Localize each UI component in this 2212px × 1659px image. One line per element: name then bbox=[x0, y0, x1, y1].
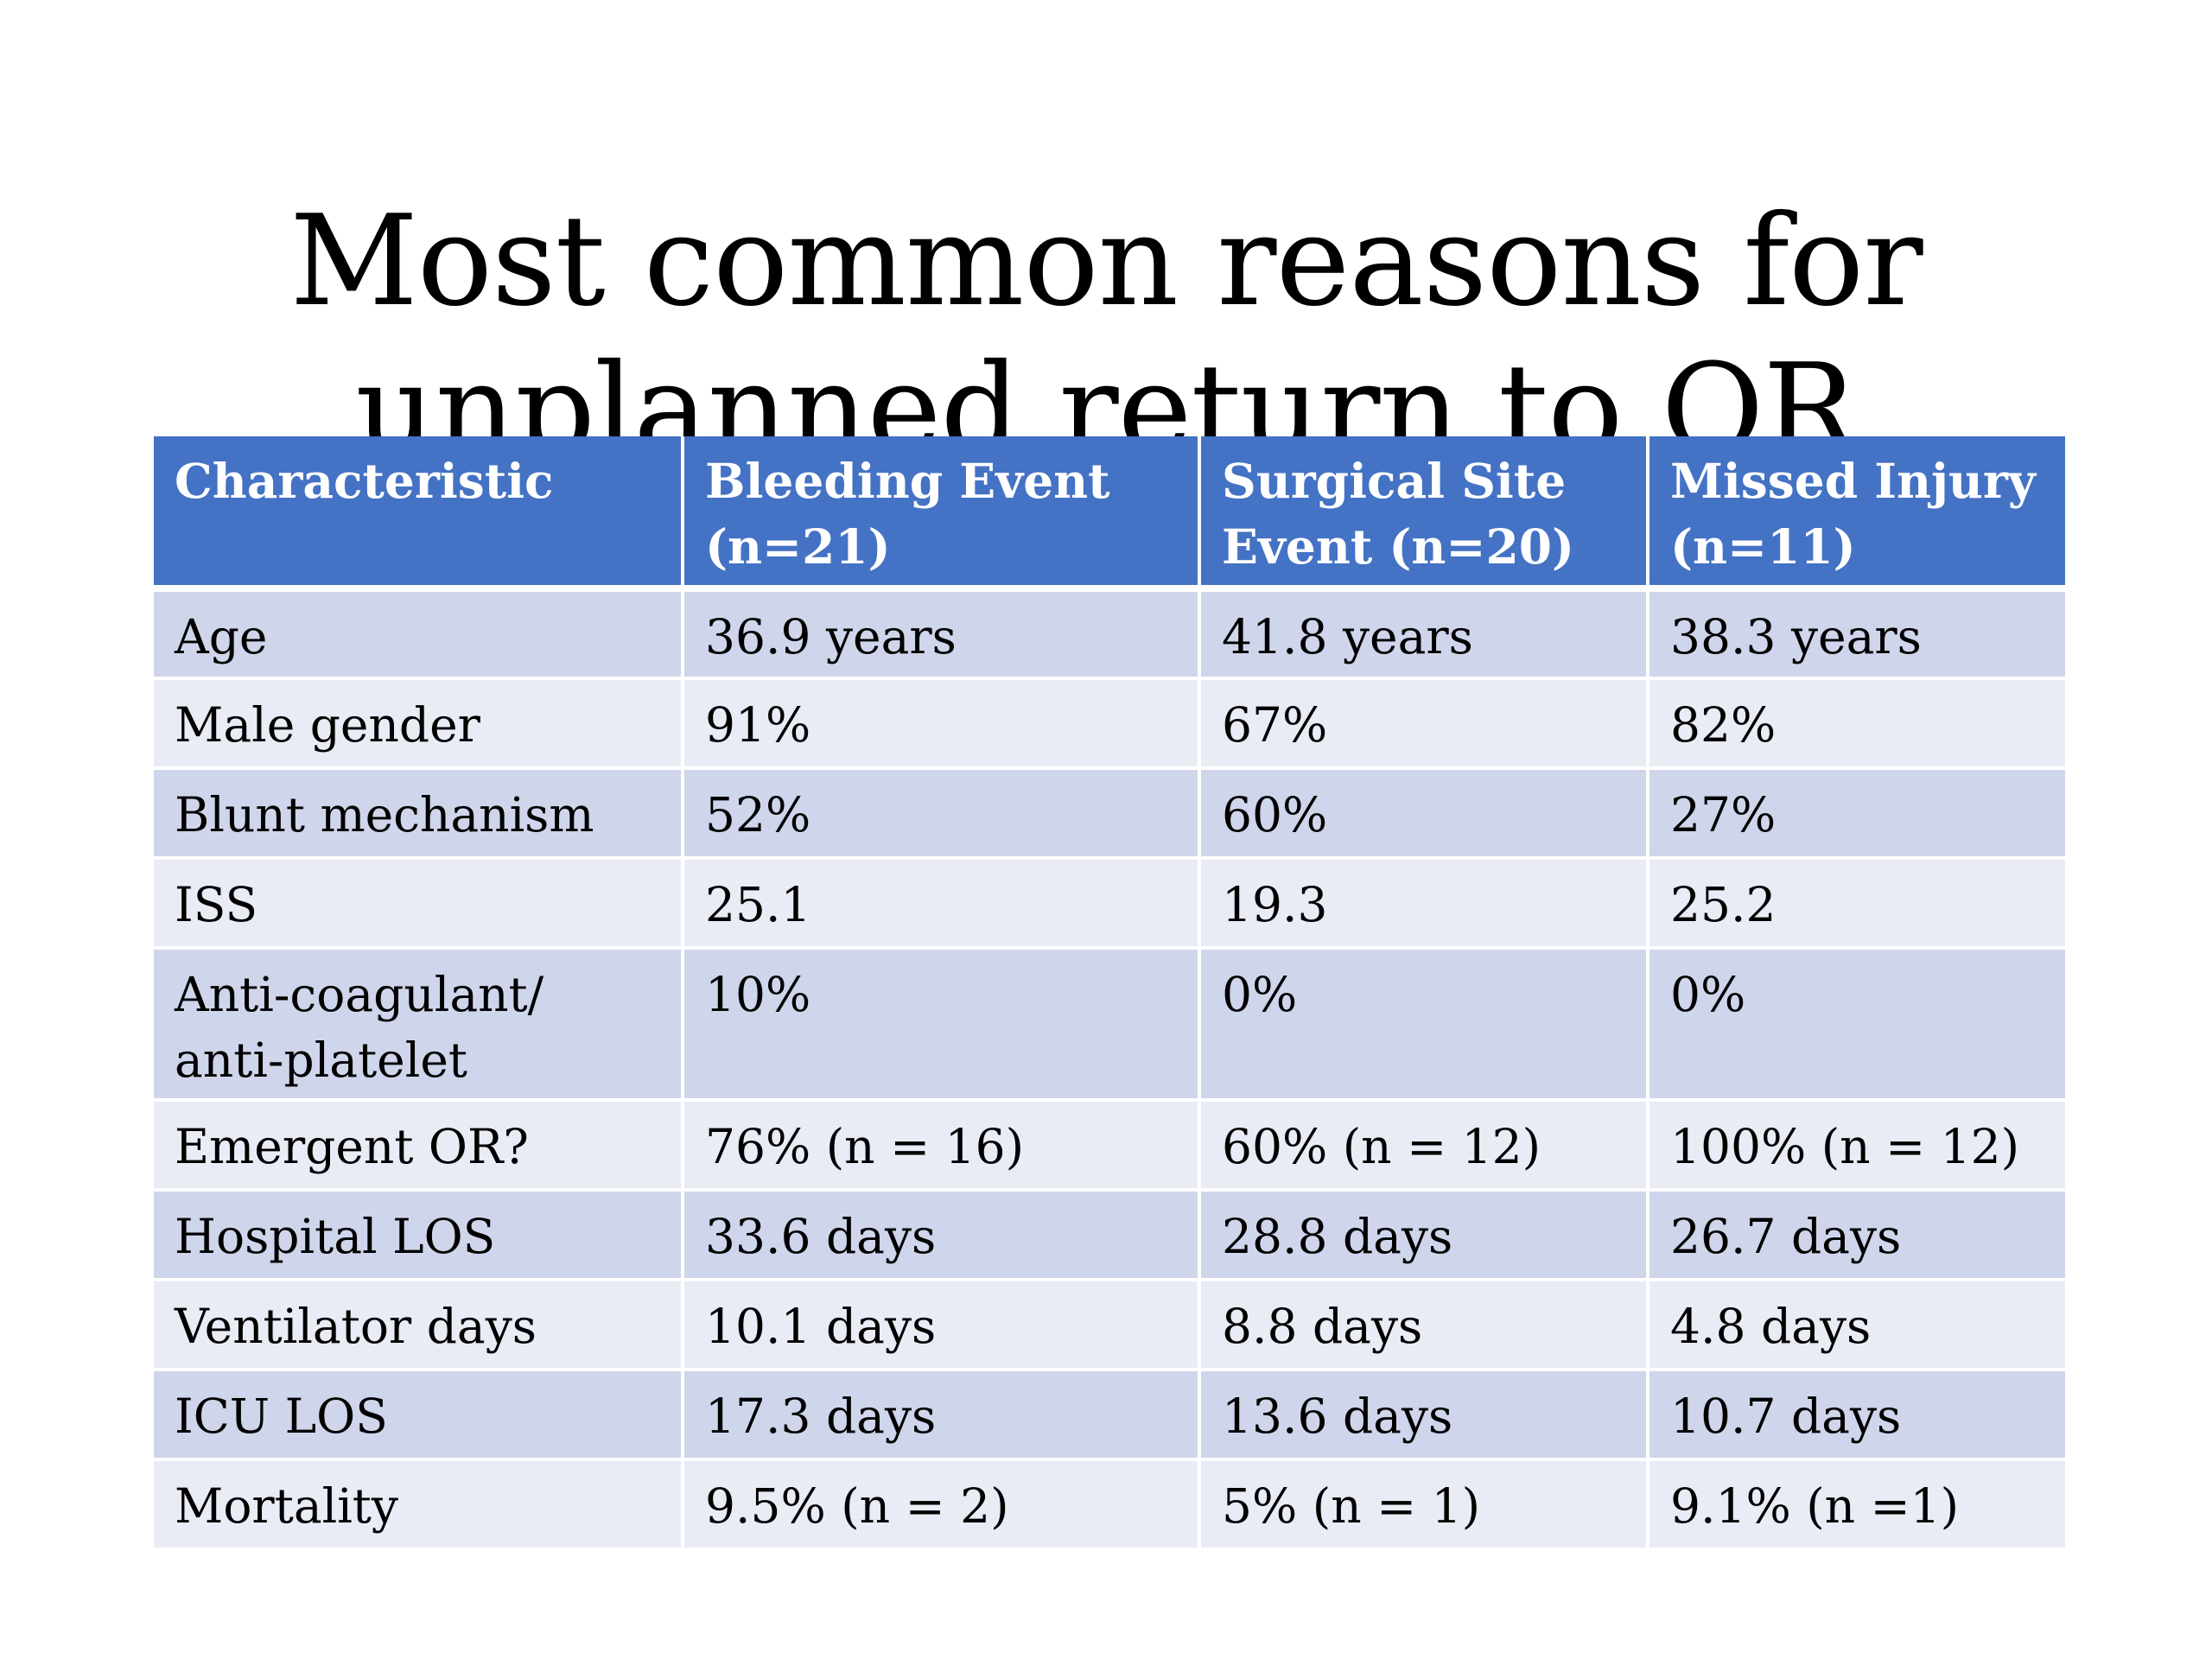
table-row: Male gender 91% 67% 82% bbox=[154, 677, 2065, 770]
table-cell: 4.8 days bbox=[1646, 1278, 2065, 1371]
table-cell: 19.3 bbox=[1198, 856, 1649, 950]
row-label: ISS bbox=[154, 856, 684, 950]
table-cell: 17.3 days bbox=[681, 1368, 1201, 1461]
table-cell: 52% bbox=[681, 766, 1201, 860]
table-row: Blunt mechanism 52% 60% 27% bbox=[154, 766, 2065, 860]
row-label: Mortality bbox=[154, 1458, 684, 1551]
table-row: Age 36.9 years 41.8 years 38.3 years bbox=[154, 587, 2065, 680]
row-label: Anti-coagulant/ anti-platelet bbox=[154, 946, 684, 1102]
row-label: Hospital LOS bbox=[154, 1188, 684, 1281]
row-label: Blunt mechanism bbox=[154, 766, 684, 860]
table-cell: 25.2 bbox=[1646, 856, 2065, 950]
table-cell: 5% (n = 1) bbox=[1198, 1458, 1649, 1551]
table-row: Hospital LOS 33.6 days 28.8 days 26.7 da… bbox=[154, 1188, 2065, 1281]
table-cell: 76% (n = 16) bbox=[681, 1098, 1201, 1192]
table-cell: 26.7 days bbox=[1646, 1188, 2065, 1281]
table-header-row: Characteristic Bleeding Event (n=21) Sur… bbox=[154, 436, 2065, 592]
table-row: Mortality 9.5% (n = 2) 5% (n = 1) 9.1% (… bbox=[154, 1458, 2065, 1551]
table-cell: 28.8 days bbox=[1198, 1188, 1649, 1281]
table-cell: 91% bbox=[681, 677, 1201, 770]
table-cell: 33.6 days bbox=[681, 1188, 1201, 1281]
row-label: Age bbox=[154, 587, 684, 680]
table-row: Emergent OR? 76% (n = 16) 60% (n = 12) 1… bbox=[154, 1098, 2065, 1192]
header-missed-injury: Missed Injury (n=11) bbox=[1646, 436, 2065, 592]
slide-title: Most common reasons for unplanned return… bbox=[0, 188, 2212, 485]
row-label: Ventilator days bbox=[154, 1278, 684, 1371]
table-cell: 0% bbox=[1198, 946, 1649, 1102]
table-cell: 67% bbox=[1198, 677, 1649, 770]
table-cell: 25.1 bbox=[681, 856, 1201, 950]
table-cell: 82% bbox=[1646, 677, 2065, 770]
table-row: ISS 25.1 19.3 25.2 bbox=[154, 856, 2065, 950]
slide-title-line-1: Most common reasons for bbox=[289, 188, 1923, 335]
table-cell: 10% bbox=[681, 946, 1201, 1102]
comparison-table: Characteristic Bleeding Event (n=21) Sur… bbox=[154, 436, 2065, 1551]
table-cell: 0% bbox=[1646, 946, 2065, 1102]
table-cell: 41.8 years bbox=[1198, 587, 1649, 680]
table-cell: 9.5% (n = 2) bbox=[681, 1458, 1201, 1551]
header-bleeding-event: Bleeding Event (n=21) bbox=[681, 436, 1201, 592]
table-cell: 27% bbox=[1646, 766, 2065, 860]
table-cell: 10.1 days bbox=[681, 1278, 1201, 1371]
table-row: Anti-coagulant/ anti-platelet 10% 0% 0% bbox=[154, 946, 2065, 1102]
row-label: Emergent OR? bbox=[154, 1098, 684, 1192]
header-characteristic: Characteristic bbox=[154, 436, 684, 592]
table-cell: 100% (n = 12) bbox=[1646, 1098, 2065, 1192]
table-cell: 9.1% (n =1) bbox=[1646, 1458, 2065, 1551]
table-cell: 10.7 days bbox=[1646, 1368, 2065, 1461]
row-label: Male gender bbox=[154, 677, 684, 770]
table-cell: 13.6 days bbox=[1198, 1368, 1649, 1461]
table-body: Age 36.9 years 41.8 years 38.3 years Mal… bbox=[154, 587, 2065, 1551]
header-surgical-site-event: Surgical Site Event (n=20) bbox=[1198, 436, 1649, 592]
table-cell: 36.9 years bbox=[681, 587, 1201, 680]
table-cell: 38.3 years bbox=[1646, 587, 2065, 680]
row-label: ICU LOS bbox=[154, 1368, 684, 1461]
table-row: ICU LOS 17.3 days 13.6 days 10.7 days bbox=[154, 1368, 2065, 1461]
table-cell: 8.8 days bbox=[1198, 1278, 1649, 1371]
table-header: Characteristic Bleeding Event (n=21) Sur… bbox=[154, 436, 2065, 592]
table-cell: 60% (n = 12) bbox=[1198, 1098, 1649, 1192]
table-cell: 60% bbox=[1198, 766, 1649, 860]
table-row: Ventilator days 10.1 days 8.8 days 4.8 d… bbox=[154, 1278, 2065, 1371]
